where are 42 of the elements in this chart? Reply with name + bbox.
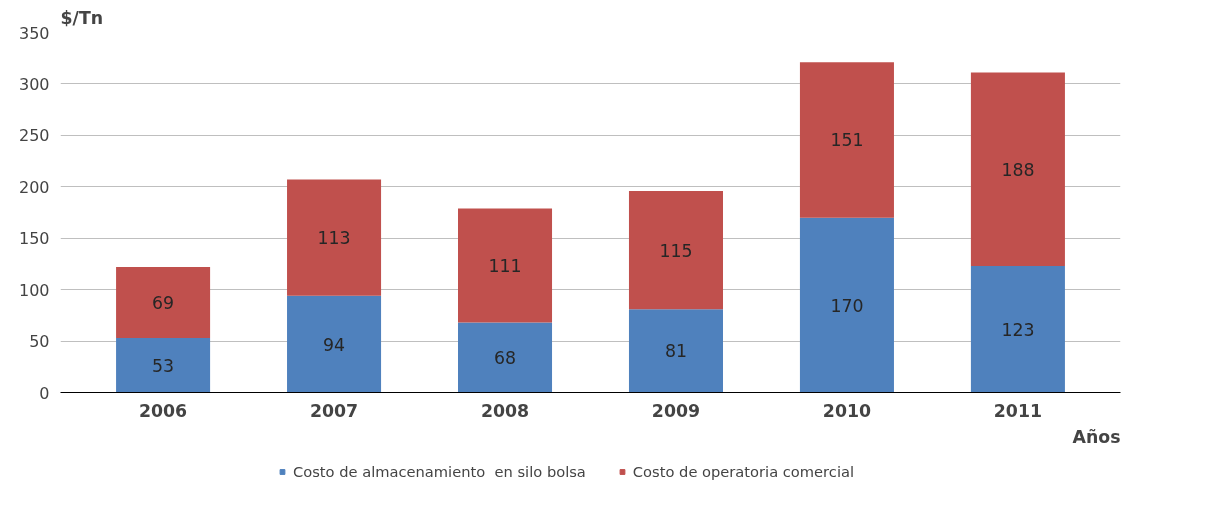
data-label: 123 <box>1001 319 1035 340</box>
bar <box>970 265 1065 393</box>
data-label: 81 <box>664 341 688 362</box>
data-label: 115 <box>659 240 693 261</box>
data-label: 53 <box>152 355 175 376</box>
bar <box>458 322 553 393</box>
x-tick-label: 2007 <box>309 400 359 421</box>
bar <box>116 337 211 393</box>
x-tick-label: 2011 <box>993 400 1043 421</box>
y-tick-label: 50 <box>29 332 50 352</box>
y-tick-label: 150 <box>18 229 50 249</box>
bar <box>799 62 894 218</box>
bar <box>116 267 211 338</box>
y-tick-label: 350 <box>18 23 50 43</box>
data-label: 69 <box>152 293 175 313</box>
data-label: 111 <box>488 255 522 276</box>
legend-label: Costo de almacenamiento en silo bolsa <box>292 462 586 480</box>
y-tick-label: 300 <box>18 74 50 94</box>
data-label: 94 <box>323 334 346 355</box>
x-tick-label: 2010 <box>822 400 872 421</box>
bar <box>628 309 723 393</box>
x-tick-label: 2009 <box>651 400 701 421</box>
legend-label: Costo de operatoria comercial <box>632 462 855 480</box>
data-label: 151 <box>830 130 864 151</box>
y-tick-label: 0 <box>39 383 50 403</box>
y-tick-label: 250 <box>18 126 50 146</box>
y-tick-label: 200 <box>18 177 50 197</box>
data-label: 170 <box>830 295 864 316</box>
data-label: 68 <box>493 348 517 369</box>
y-tick-label: 100 <box>18 280 50 300</box>
bar <box>287 179 382 296</box>
data-label: 113 <box>317 228 351 249</box>
bar <box>970 72 1065 266</box>
bar <box>628 190 723 310</box>
x-tick-label: 2008 <box>480 400 530 421</box>
bar <box>458 208 553 323</box>
bar <box>799 217 894 393</box>
x-axis-title: Años <box>1072 426 1121 447</box>
bar <box>287 295 382 393</box>
x-tick-label: 2006 <box>138 400 188 421</box>
y-axis-title: $/Tn <box>60 7 104 28</box>
data-label: 188 <box>1001 159 1035 180</box>
